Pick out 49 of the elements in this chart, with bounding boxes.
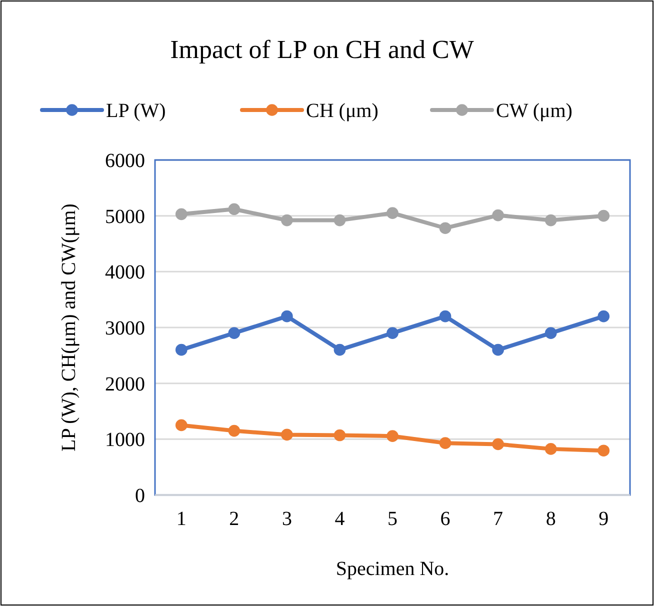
x-tick-label: 9 — [598, 508, 609, 530]
point — [386, 430, 398, 442]
point — [386, 327, 398, 339]
x-tick-label: 4 — [334, 508, 345, 530]
point — [228, 203, 240, 216]
point — [386, 207, 398, 219]
point — [598, 310, 610, 322]
point — [334, 344, 346, 356]
x-tick-label: 2 — [229, 508, 240, 530]
y-tick-label: 2000 — [105, 373, 145, 396]
x-tick-label: 3 — [282, 508, 292, 530]
legend-label: CW (μm) — [496, 100, 572, 122]
point — [228, 424, 240, 437]
y-axis-title: LP (W), CH(μm) and CW(μm) — [58, 204, 80, 452]
x-tick-label: 1 — [176, 508, 186, 530]
point — [544, 443, 557, 455]
point — [598, 444, 610, 457]
y-tick-label: 1000 — [105, 429, 145, 452]
legend-label: LP (W) — [106, 100, 166, 122]
legend-label: CH (μm) — [306, 100, 378, 122]
point — [281, 310, 293, 322]
y-tick-label: 6000 — [105, 150, 145, 172]
y-tick-label: 4000 — [105, 262, 145, 284]
x-tick-label: 7 — [493, 508, 504, 530]
y-tick-label: 0 — [135, 485, 145, 507]
point — [598, 210, 610, 222]
x-tick-label: 5 — [388, 508, 398, 530]
point — [439, 222, 452, 234]
x-tick-label: 6 — [440, 508, 450, 530]
point — [544, 327, 557, 339]
point — [492, 209, 504, 222]
point — [175, 344, 188, 356]
point — [439, 310, 452, 322]
y-tick-label: 3000 — [105, 318, 145, 340]
point — [228, 327, 240, 339]
point — [281, 214, 293, 226]
x-tick-label: 8 — [546, 508, 556, 530]
point — [334, 429, 346, 442]
point — [492, 438, 504, 450]
chart-title: Impact of LP on CH and CW — [170, 35, 474, 64]
point — [281, 428, 293, 441]
y-tick-label: 5000 — [105, 206, 145, 228]
point — [439, 437, 452, 449]
point — [544, 214, 557, 226]
point — [175, 419, 188, 432]
x-axis-title: Specimen No. — [336, 558, 450, 580]
point — [175, 208, 188, 220]
point — [492, 344, 504, 356]
point — [334, 214, 346, 226]
